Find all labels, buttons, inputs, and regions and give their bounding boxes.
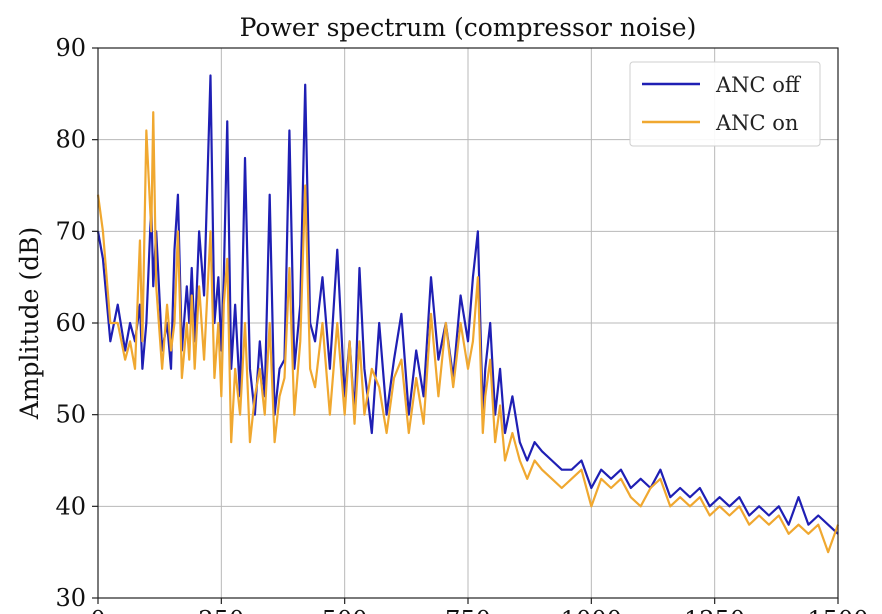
- y-tick-label-5: 80: [55, 126, 86, 154]
- x-tick-label-3: 750: [445, 606, 491, 614]
- legend-label-anc-on: ANC on: [715, 111, 798, 135]
- x-tick-label-2: 500: [322, 606, 368, 614]
- y-tick-label-4: 70: [55, 217, 86, 245]
- y-tick-label-6: 90: [55, 34, 86, 62]
- x-tick-label-1: 250: [198, 606, 244, 614]
- y-tick-label-1: 40: [55, 492, 86, 520]
- series-layer: [96, 74, 840, 554]
- y-tick-label-3: 60: [55, 309, 86, 337]
- x-tick-label-4: 1000: [561, 606, 622, 614]
- x-axis-ticks: 0 250 500 750 1000 1250 1500: [90, 598, 869, 614]
- x-tick-label-5: 1250: [684, 606, 745, 614]
- x-tick-label-0: 0: [90, 606, 105, 614]
- y-axis-label: Amplitude (dB): [15, 227, 44, 421]
- y-tick-label-0: 30: [55, 584, 86, 612]
- x-tick-label-6: 1500: [807, 606, 868, 614]
- y-axis-ticks: 30 40 50 60 70 80 90: [55, 34, 98, 612]
- chart-title: Power spectrum (compressor noise): [240, 13, 697, 42]
- legend-label-anc-off: ANC off: [715, 73, 802, 97]
- series-line-anc-off: [96, 74, 839, 535]
- y-tick-label-2: 50: [55, 401, 86, 429]
- series-line-anc-on: [96, 111, 840, 554]
- legend: ANC off ANC on: [629, 61, 821, 147]
